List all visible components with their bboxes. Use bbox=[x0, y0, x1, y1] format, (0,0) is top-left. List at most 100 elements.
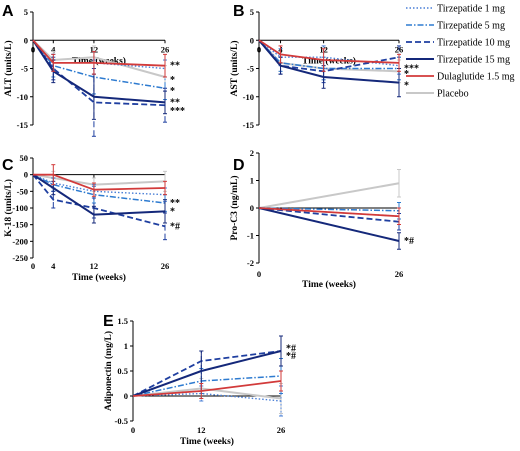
legend-item-tirzepatide-1-mg: Tirzepatide 1 mg bbox=[406, 4, 505, 15]
x-tick-label: 0 bbox=[257, 269, 261, 279]
series-dulaglutide-1-5-mg bbox=[258, 207, 401, 225]
y-tick-label: -100 bbox=[12, 203, 28, 213]
legend-label: Dulaglutide 1.5 mg bbox=[437, 72, 515, 83]
significance-mark: *** bbox=[404, 64, 419, 75]
series-line bbox=[32, 39, 166, 78]
panel-letter: D bbox=[233, 157, 245, 174]
significance-mark: * bbox=[170, 75, 175, 86]
series-line bbox=[132, 380, 282, 397]
y-tick-label: -250 bbox=[12, 253, 28, 263]
significance-mark: *# bbox=[286, 344, 296, 355]
legend-item-placebo: Placebo bbox=[406, 89, 469, 100]
y-tick-label: -10 bbox=[243, 92, 254, 102]
x-tick-label: 12 bbox=[90, 261, 99, 271]
x-tick-label: 4 bbox=[51, 44, 56, 54]
x-tick-label: 0 bbox=[131, 425, 135, 435]
series-line bbox=[258, 39, 400, 64]
y-tick-label: -15 bbox=[243, 120, 254, 130]
y-tick-label: -15 bbox=[17, 120, 28, 130]
series-tirzepatide-15-mg bbox=[132, 335, 283, 397]
y-tick-label: -5 bbox=[247, 64, 254, 74]
legend-label: Tirzepatide 1 mg bbox=[437, 4, 505, 15]
significance-mark: * bbox=[404, 69, 409, 80]
series-tirzepatide-15-mg bbox=[258, 207, 401, 250]
x-tick-label: 26 bbox=[395, 269, 404, 279]
series-line bbox=[258, 207, 400, 212]
y-axis-title: Adiponectin (mg/L) bbox=[103, 331, 114, 411]
series-line bbox=[258, 207, 400, 223]
x-tick-label: 0 bbox=[31, 44, 35, 54]
legend-item-dulaglutide-1-5-mg: Dulaglutide 1.5 mg bbox=[406, 72, 515, 83]
series-dulaglutide-1-5-mg bbox=[132, 370, 283, 399]
y-tick-label: -1 bbox=[247, 231, 254, 241]
y-tick-label: 1 bbox=[250, 176, 254, 186]
significance-mark: * bbox=[404, 80, 409, 91]
legend-item-tirzepatide-15-mg: Tirzepatide 15 mg bbox=[406, 55, 510, 66]
series-line bbox=[32, 174, 166, 228]
y-axis-title: ALT (units/L) bbox=[3, 40, 14, 96]
y-tick-label: 0.5 bbox=[117, 366, 128, 376]
y-tick-label: 0 bbox=[24, 35, 28, 45]
y-tick-label: 0 bbox=[24, 170, 28, 180]
series-dulaglutide-1-5-mg bbox=[258, 39, 401, 72]
series-line bbox=[132, 350, 282, 397]
legend-item-tirzepatide-10-mg: Tirzepatide 10 mg bbox=[406, 38, 510, 49]
legend-label: Placebo bbox=[437, 89, 469, 100]
legend: Tirzepatide 1 mg Tirzepatide 5 mg Tirzepat… bbox=[406, 4, 515, 100]
x-tick-label: 4 bbox=[51, 261, 56, 271]
y-axis-title: AST (units/L) bbox=[229, 40, 240, 96]
legend-label: Tirzepatide 10 mg bbox=[437, 38, 510, 49]
significance-mark: *# bbox=[286, 351, 296, 362]
series-line bbox=[33, 173, 166, 191]
y-axis-title: Pro-C3 (ng/mL) bbox=[229, 176, 240, 241]
series-line bbox=[258, 182, 400, 209]
legend-label: Tirzepatide 15 mg bbox=[437, 55, 510, 66]
y-tick-label: -0.5 bbox=[115, 416, 128, 426]
series-placebo bbox=[258, 169, 401, 209]
significance-mark: ** bbox=[170, 97, 180, 108]
series-line bbox=[258, 207, 400, 242]
y-tick-label: 0 bbox=[124, 391, 128, 401]
significance-mark: * bbox=[170, 86, 175, 97]
x-axis-title: Time (weeks) bbox=[180, 436, 234, 447]
series-dulaglutide-1-5-mg bbox=[32, 39, 167, 78]
significance-mark: *# bbox=[170, 221, 180, 232]
panel-letter: C bbox=[2, 157, 14, 174]
y-tick-label: 1 bbox=[124, 341, 128, 351]
panel-letter: A bbox=[2, 3, 14, 20]
series-line bbox=[258, 39, 400, 84]
y-tick-label: 5 bbox=[24, 7, 28, 17]
significance-mark: *** bbox=[170, 106, 185, 117]
series-line bbox=[32, 39, 166, 104]
x-axis-title: Time (weeks) bbox=[72, 272, 126, 283]
series-line bbox=[258, 39, 400, 73]
x-axis-title: Time (weeks) bbox=[72, 55, 126, 66]
legend-label: Tirzepatide 5 mg bbox=[437, 21, 505, 32]
x-axis-title: Time (weeks) bbox=[302, 279, 356, 290]
y-tick-label: -10 bbox=[17, 92, 28, 102]
y-tick-label: 2 bbox=[250, 148, 254, 158]
y-tick-label: 0 bbox=[250, 35, 254, 45]
significance-mark: * bbox=[170, 206, 175, 217]
y-tick-label: -5 bbox=[21, 64, 28, 74]
y-tick-label: -150 bbox=[12, 220, 28, 230]
chart-panel-c: C -250 -200 -150 -100 -50 0 50 0 4 12 26 Time (weeks… bbox=[2, 153, 180, 283]
y-tick-label: 50 bbox=[20, 153, 29, 163]
y-tick-label: -200 bbox=[12, 236, 28, 246]
significance-mark: ** bbox=[170, 198, 180, 209]
significance-mark: *# bbox=[404, 236, 414, 247]
series-dulaglutide-1-5-mg bbox=[33, 164, 167, 197]
y-axis-title: K-18 (units/L) bbox=[3, 179, 14, 237]
panel-letter: E bbox=[103, 313, 114, 330]
series-line bbox=[32, 174, 166, 196]
series-line bbox=[32, 39, 166, 90]
x-tick-label: 26 bbox=[161, 261, 170, 271]
series-line bbox=[32, 173, 166, 216]
x-tick-label: 0 bbox=[31, 261, 35, 271]
x-tick-label: 0 bbox=[257, 44, 261, 54]
x-tick-label: 26 bbox=[277, 425, 286, 435]
